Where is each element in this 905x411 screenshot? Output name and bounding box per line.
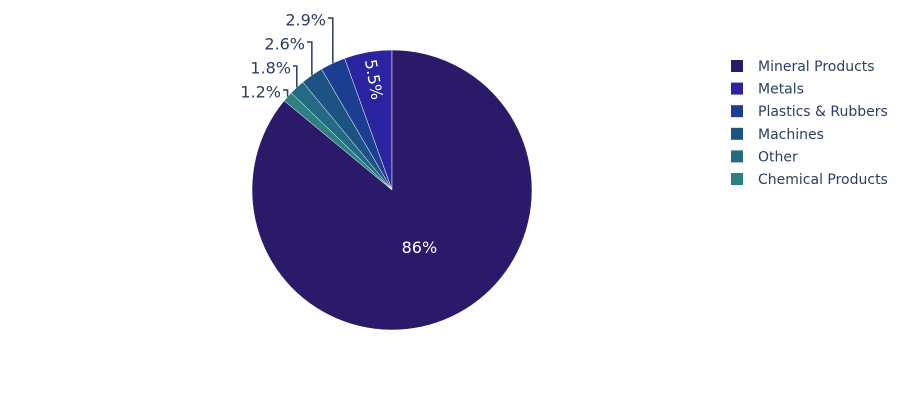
legend-label: Other bbox=[758, 149, 798, 165]
legend-label: Metals bbox=[758, 82, 804, 98]
legend-swatch bbox=[731, 173, 743, 185]
legend-swatch bbox=[731, 105, 743, 118]
slice-label: 2.9% bbox=[285, 11, 326, 30]
legend-swatch bbox=[731, 127, 743, 140]
leader-line bbox=[283, 89, 289, 97]
leader-line bbox=[328, 17, 334, 64]
slice-label: 86% bbox=[402, 238, 438, 257]
legend-label: Machines bbox=[758, 127, 824, 143]
leader-line bbox=[293, 65, 298, 88]
legend-swatch bbox=[731, 82, 743, 95]
pie-slice bbox=[251, 49, 533, 331]
slice-label: 2.6% bbox=[264, 35, 305, 54]
leader-line bbox=[307, 41, 313, 76]
legend-label: Mineral Products bbox=[758, 59, 875, 75]
slice-label: 1.8% bbox=[250, 59, 291, 78]
legend-label: Chemical Products bbox=[758, 172, 888, 188]
legend-label: Plastics & Rubbers bbox=[758, 104, 888, 120]
slice-label: 1.2% bbox=[240, 83, 281, 102]
legend-swatch bbox=[731, 150, 743, 163]
legend-swatch bbox=[731, 60, 743, 72]
